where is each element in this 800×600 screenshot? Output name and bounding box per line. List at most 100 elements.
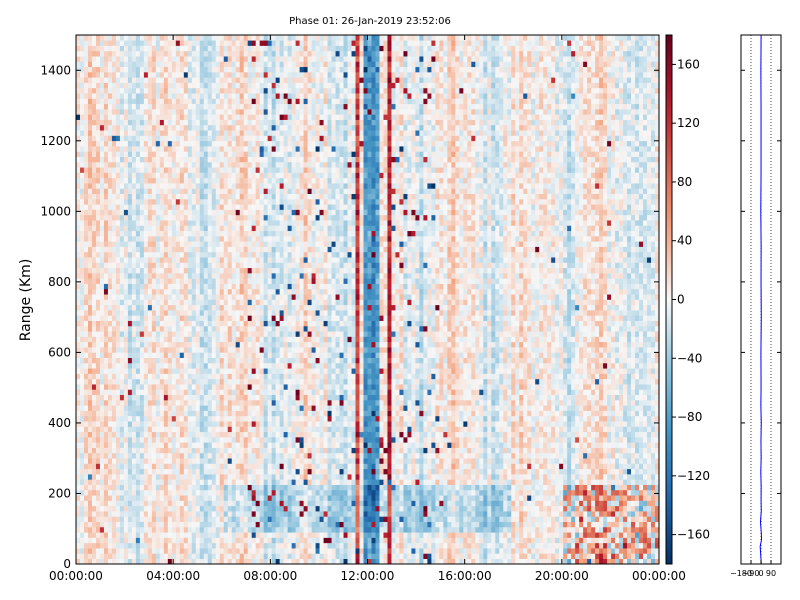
- heatmap-cell: [159, 87, 165, 94]
- heatmap-cell: [195, 251, 201, 258]
- heatmap-cell: [215, 405, 221, 411]
- heatmap-cell: [231, 394, 237, 401]
- heatmap-cell: [235, 537, 241, 544]
- heatmap-cell: [163, 526, 169, 533]
- heatmap-cell: [215, 198, 221, 205]
- heatmap-cell: [239, 140, 245, 147]
- heatmap-cell: [91, 161, 97, 168]
- heatmap-cell: [239, 246, 245, 253]
- heatmap-cell: [259, 220, 264, 226]
- heatmap-cell: [231, 325, 237, 332]
- heatmap-cell: [179, 357, 185, 364]
- heatmap-cell: [199, 114, 205, 120]
- heatmap-cell: [203, 315, 209, 321]
- heatmap-cell: [127, 516, 133, 522]
- heatmap-cell: [263, 267, 268, 274]
- heatmap-cell: [87, 463, 93, 470]
- heatmap-cell: [91, 505, 97, 512]
- heatmap-cell: [247, 114, 252, 120]
- heatmap-cell: [243, 474, 248, 480]
- heatmap-cell: [179, 336, 185, 343]
- heatmap-cell: [243, 151, 248, 157]
- heatmap-cell: [159, 273, 165, 279]
- heatmap-cell: [231, 267, 237, 274]
- heatmap-cell: [183, 146, 189, 152]
- heatmap-cell: [227, 521, 233, 528]
- heatmap-cell: [227, 553, 233, 560]
- heatmap-cell: [151, 325, 157, 332]
- heatmap-cell: [163, 283, 169, 290]
- heatmap-cell: [231, 87, 237, 94]
- heatmap-cell: [179, 341, 185, 348]
- heatmap-cell: [147, 357, 153, 364]
- heatmap-cell: [175, 82, 181, 89]
- heatmap-cell: [131, 177, 137, 184]
- heatmap-cell: [259, 87, 264, 94]
- heatmap-cell: [155, 442, 161, 448]
- heatmap-cell: [171, 532, 177, 538]
- heatmap-cell: [151, 198, 157, 205]
- heatmap-cell: [211, 489, 217, 496]
- heatmap-cell: [103, 146, 109, 152]
- heatmap-cell: [163, 246, 169, 253]
- heatmap-cell: [147, 40, 153, 46]
- heatmap-cell: [251, 511, 256, 517]
- heatmap-cell: [183, 204, 189, 210]
- heatmap-cell: [207, 183, 213, 189]
- heatmap-cell: [95, 273, 101, 279]
- heatmap-cell: [87, 426, 93, 433]
- heatmap-cell: [219, 357, 225, 364]
- heatmap-cell: [107, 463, 113, 470]
- heatmap-cell: [227, 500, 233, 507]
- heatmap-cell: [215, 167, 221, 173]
- heatmap-cell: [123, 431, 129, 438]
- heatmap-cell: [131, 315, 137, 321]
- heatmap-cell: [155, 161, 161, 168]
- heatmap-cell: [195, 56, 201, 62]
- heatmap-cell: [76, 505, 81, 512]
- heatmap-cell: [195, 209, 201, 216]
- heatmap-cell: [159, 421, 165, 427]
- heatmap-cell: [123, 135, 129, 142]
- heatmap-cell: [135, 495, 141, 501]
- heatmap-cell: [115, 384, 121, 390]
- heatmap-cell: [139, 362, 145, 369]
- heatmap-cell: [103, 236, 109, 242]
- heatmap-cell: [263, 114, 268, 120]
- heatmap-cell: [175, 61, 181, 68]
- heatmap-cell: [175, 161, 181, 168]
- heatmap-cell: [95, 183, 101, 189]
- heatmap-cell: [163, 220, 169, 226]
- heatmap-cell: [115, 161, 121, 168]
- heatmap-cell: [79, 532, 85, 538]
- heatmap-cell: [199, 294, 205, 300]
- heatmap-cell: [79, 35, 85, 41]
- heatmap-cell: [191, 331, 197, 337]
- heatmap-cell: [79, 61, 85, 68]
- heatmap-cell: [203, 437, 209, 443]
- heatmap-cell: [107, 426, 113, 433]
- heatmap-cell: [163, 119, 169, 126]
- heatmap-cell: [211, 40, 217, 46]
- heatmap-cell: [171, 548, 177, 554]
- heatmap-cell: [191, 505, 197, 512]
- heatmap-cell: [247, 124, 252, 131]
- heatmap-cell: [251, 474, 256, 480]
- heatmap-cell: [247, 140, 252, 147]
- heatmap-cell: [115, 463, 121, 470]
- heatmap-cell: [267, 236, 272, 242]
- heatmap-cell: [199, 299, 205, 306]
- heatmap-cell: [127, 273, 133, 279]
- heatmap-cell: [103, 357, 109, 364]
- heatmap-cell: [211, 394, 217, 401]
- heatmap-cell: [99, 511, 105, 517]
- heatmap-cell: [147, 558, 153, 565]
- heatmap-cell: [179, 167, 185, 173]
- heatmap-cell: [151, 336, 157, 343]
- heatmap-cell: [199, 40, 205, 46]
- heatmap-cell: [199, 257, 205, 263]
- heatmap-cell: [151, 225, 157, 232]
- heatmap-cell: [127, 246, 133, 253]
- heatmap-cell: [135, 373, 141, 380]
- heatmap-cell: [91, 452, 97, 459]
